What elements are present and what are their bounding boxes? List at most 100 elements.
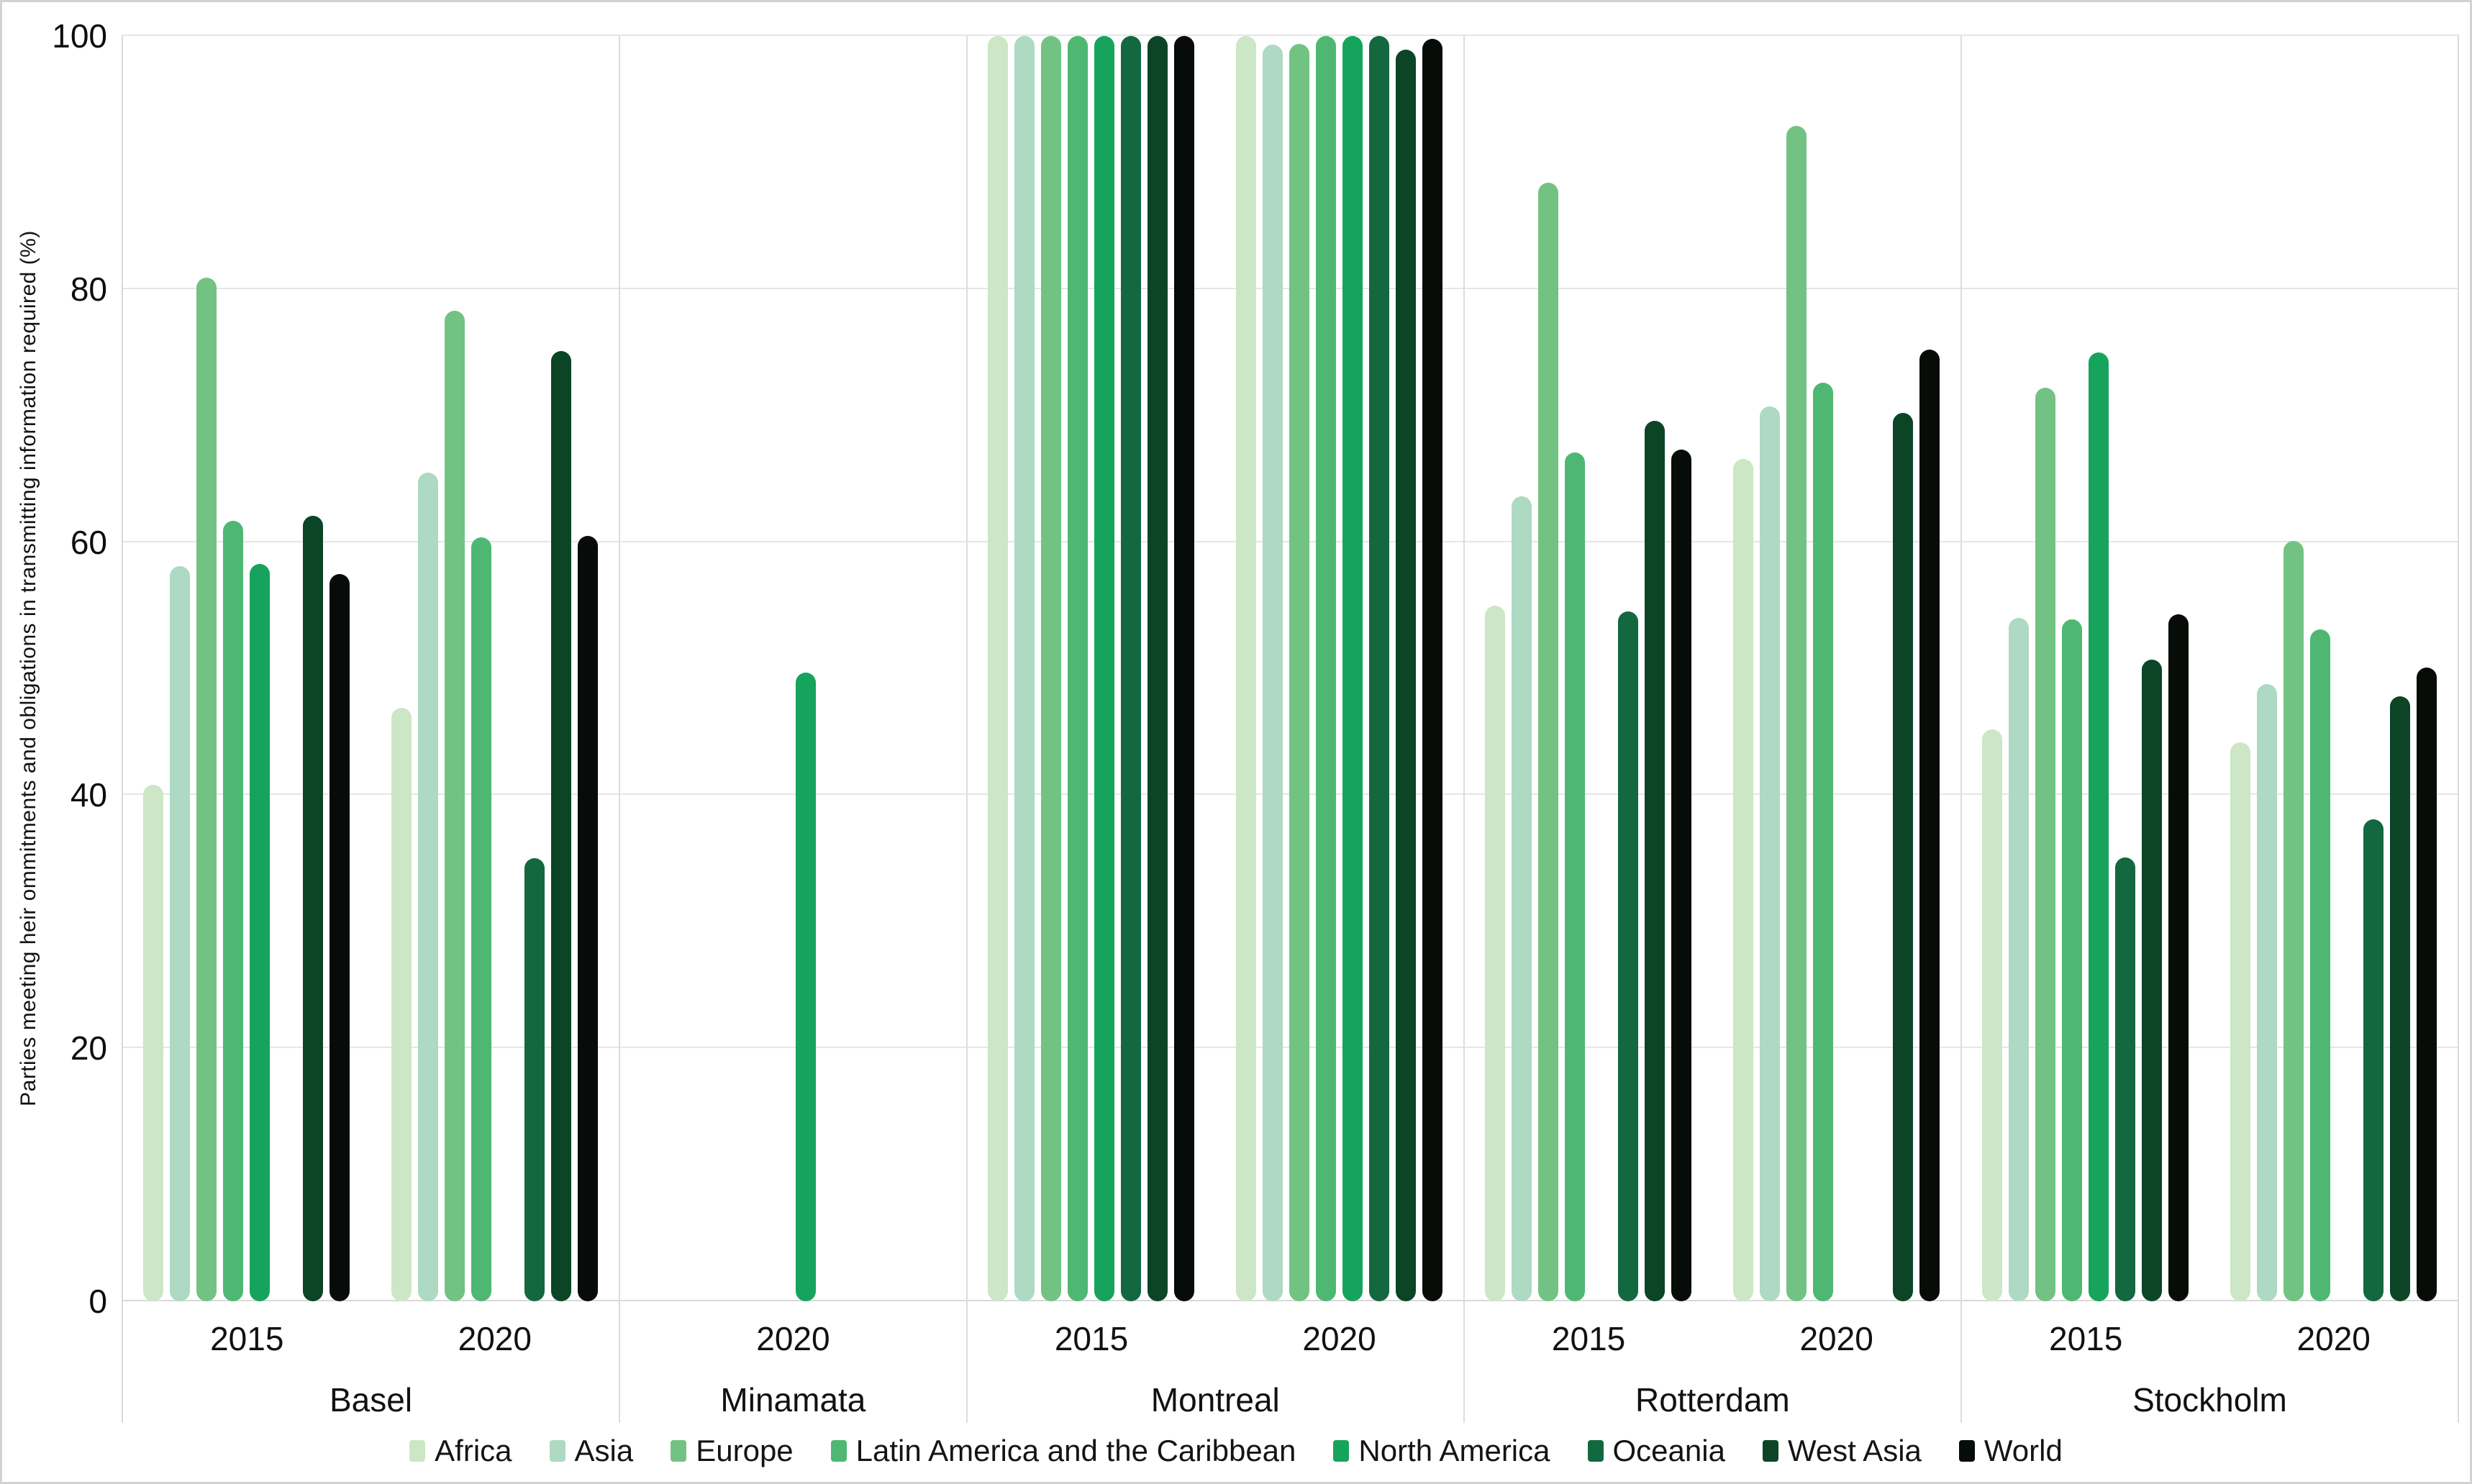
legend-swatch-latin-america-and-the-caribbean [830,1440,847,1462]
bar-stockholm-2020-oceania[interactable] [2363,819,2384,1301]
section-plot-rotterdam [1465,36,1960,1301]
bar-montreal-2020-west-asia[interactable] [1395,50,1416,1301]
bar-stockholm-2020-west-asia[interactable] [2389,696,2410,1301]
bar-montreal-2020-africa[interactable] [1235,36,1256,1301]
section-montreal: 2015 2020 Montreal [968,36,1465,1423]
bar-stockholm-2020-asia[interactable] [2256,683,2277,1301]
bar-rotterdam-2020-west-asia[interactable] [1892,413,1913,1301]
bar-slot-rotterdam-2020-africa [1730,36,1757,1301]
bar-montreal-2020-north-america[interactable] [1342,36,1363,1301]
bar-rotterdam-2015-africa[interactable] [1485,605,1506,1301]
bar-montreal-2015-europe[interactable] [1041,36,1062,1301]
bar-rotterdam-2015-world[interactable] [1671,450,1692,1301]
bar-stockholm-2015-world[interactable] [2168,614,2189,1301]
legend-item-west-asia[interactable]: West Asia [1762,1434,1922,1468]
bar-montreal-2015-north-america[interactable] [1094,36,1115,1301]
bar-stockholm-2015-asia[interactable] [2009,618,2030,1301]
bar-stockholm-2020-africa[interactable] [2230,742,2250,1301]
bar-slot-stockholm-2015-africa [1979,36,2006,1301]
legend-item-latin-america-and-the-caribbean[interactable]: Latin America and the Caribbean [830,1434,1296,1468]
bar-rotterdam-2015-west-asia[interactable] [1645,420,1666,1301]
bar-basel-2020-africa[interactable] [391,708,412,1301]
bar-basel-2020-latin-america-and-the-caribbean[interactable] [471,537,491,1301]
bar-slot-rotterdam-2015-africa [1482,36,1509,1301]
bar-montreal-2015-world[interactable] [1174,36,1195,1301]
bar-basel-2020-west-asia[interactable] [550,351,571,1301]
bar-stockholm-2015-latin-america-and-the-caribbean[interactable] [2062,619,2083,1301]
bar-basel-2015-europe[interactable] [196,277,217,1301]
bar-montreal-2015-latin-america-and-the-caribbean[interactable] [1068,36,1089,1301]
bar-basel-2015-world[interactable] [330,573,350,1301]
bar-minamata-2020-north-america[interactable] [796,672,817,1301]
bar-stockholm-2015-oceania[interactable] [2115,857,2136,1301]
bar-montreal-2015-africa[interactable] [988,36,1009,1301]
bar-montreal-2020-europe[interactable] [1289,43,1309,1301]
bar-stockholm-2015-north-america[interactable] [2089,352,2109,1301]
bar-stockholm-2020-latin-america-and-the-caribbean[interactable] [2309,629,2330,1301]
bar-slot-stockholm-2020-latin-america-and-the-caribbean [2307,36,2334,1301]
bar-basel-2020-europe[interactable] [444,310,465,1301]
bar-rotterdam-2020-africa[interactable] [1732,458,1753,1301]
bar-basel-2020-asia[interactable] [417,472,438,1301]
bar-montreal-2015-oceania[interactable] [1121,36,1142,1301]
bar-slot-basel-2020-asia [415,36,442,1301]
bar-basel-2015-asia[interactable] [170,566,191,1301]
bar-basel-2020-world[interactable] [577,535,598,1301]
bar-rotterdam-2020-world[interactable] [1919,350,1940,1301]
legend-item-oceania[interactable]: Oceania [1587,1434,1725,1468]
bar-rotterdam-2015-latin-america-and-the-caribbean[interactable] [1565,452,1586,1301]
bar-slot-montreal-2015-world [1171,36,1198,1301]
bar-stockholm-2020-world[interactable] [2416,667,2437,1301]
legend-label-asia: Asia [574,1434,634,1467]
bar-montreal-2015-asia[interactable] [1014,36,1035,1301]
bar-basel-2015-north-america[interactable] [250,563,271,1301]
bar-rotterdam-2015-asia[interactable] [1512,496,1532,1301]
bar-montreal-2020-asia[interactable] [1262,45,1283,1301]
section-year-labels-basel: 2015 2020 [123,1301,619,1376]
bar-rotterdam-2020-asia[interactable] [1759,406,1780,1301]
legend-swatch-oceania [1587,1440,1604,1462]
year-label-basel-2015: 2015 [210,1320,284,1357]
bar-rotterdam-2015-europe[interactable] [1538,183,1559,1301]
legend-swatch-asia [549,1440,565,1462]
group-stockholm-2015 [1962,36,2210,1301]
legend-swatch-west-asia [1762,1440,1778,1462]
legend-item-world[interactable]: World [1958,1434,2063,1468]
bar-slot-minamata-2020-north-america [793,36,819,1301]
bar-stockholm-2015-west-asia[interactable] [2142,660,2163,1301]
section-year-labels-montreal: 2015 2020 [968,1301,1463,1376]
legend-item-africa[interactable]: Africa [409,1434,512,1468]
year-label-montreal-2020: 2020 [1302,1320,1376,1357]
bar-slot-stockholm-2020-west-asia [2387,36,2414,1301]
section-label-montreal: Montreal [1150,1380,1280,1419]
bar-stockholm-2015-africa[interactable] [1982,729,2003,1301]
bar-basel-2020-oceania[interactable] [524,858,545,1301]
bar-slot-basel-2015-europe [194,36,220,1301]
bar-rotterdam-2020-latin-america-and-the-caribbean[interactable] [1812,382,1833,1301]
bar-slot-stockholm-2015-asia [2006,36,2032,1301]
y-tick-label-0: 0 [88,1283,107,1320]
bar-montreal-2015-west-asia[interactable] [1148,36,1168,1301]
bar-slot-rotterdam-2015-europe [1535,36,1562,1301]
bar-rotterdam-2015-oceania[interactable] [1618,611,1639,1301]
bar-basel-2015-africa[interactable] [143,785,164,1301]
bar-slot-basel-2015-asia [167,36,194,1301]
bar-stockholm-2015-europe[interactable] [2035,388,2056,1301]
bar-slot-rotterdam-2020-europe [1783,36,1810,1301]
legend-item-north-america[interactable]: North America [1333,1434,1550,1468]
section-label-basel: Basel [330,1380,413,1419]
bar-montreal-2020-latin-america-and-the-caribbean[interactable] [1315,36,1336,1301]
bar-slot-minamata-2020-asia [713,36,740,1301]
bar-basel-2015-west-asia[interactable] [303,515,324,1301]
section-plot-minamata [620,36,966,1301]
bar-montreal-2020-oceania[interactable] [1368,36,1389,1301]
bar-slot-basel-2020-africa [388,36,415,1301]
legend-item-europe[interactable]: Europe [671,1434,794,1468]
year-label-montreal-2015: 2015 [1054,1320,1129,1357]
bar-montreal-2020-world[interactable] [1422,38,1442,1301]
bar-slot-rotterdam-2020-world [1917,36,1943,1301]
bar-rotterdam-2020-europe[interactable] [1786,125,1807,1301]
bar-stockholm-2020-europe[interactable] [2283,540,2304,1301]
legend-item-asia[interactable]: Asia [549,1434,634,1468]
bar-basel-2015-latin-america-and-the-caribbean[interactable] [223,520,244,1301]
